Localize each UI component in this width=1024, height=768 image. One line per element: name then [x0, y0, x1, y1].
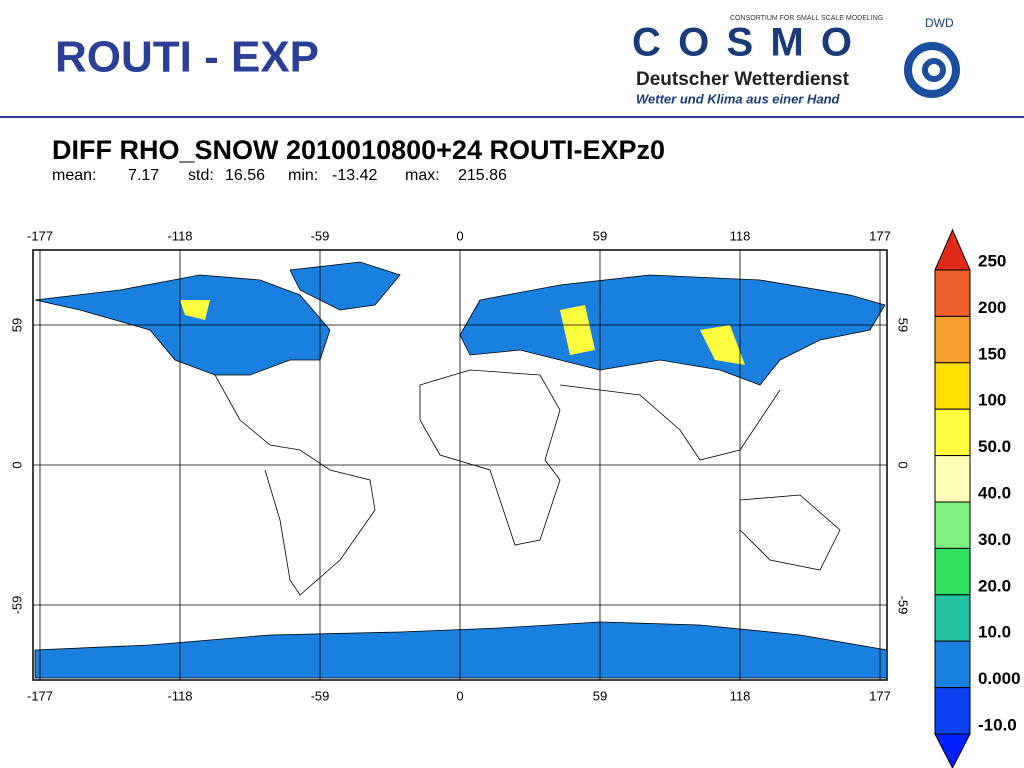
americas	[214, 374, 376, 596]
x-tick-label: 0	[456, 688, 463, 703]
africa	[419, 369, 561, 546]
y-tick-label: 59	[896, 318, 911, 332]
x-tick-label: -59	[311, 228, 330, 243]
x-tick-label: -177	[27, 228, 53, 243]
stat-label: min:	[288, 167, 318, 184]
y-tick-label: -59	[9, 596, 24, 615]
colorbar-box	[934, 455, 971, 503]
x-tick-label: 59	[593, 228, 607, 243]
stat-value: -13.42	[332, 167, 377, 184]
x-tick-label: -177	[27, 688, 53, 703]
colorbar-label: 50.0	[978, 437, 1011, 456]
stat-value: 215.86	[458, 167, 507, 184]
x-tick-label: 0	[456, 228, 463, 243]
snow-eurasia	[459, 274, 886, 386]
colorbar-arrow	[934, 733, 971, 768]
stat-label: std:	[188, 167, 214, 184]
colorbar-label: 0.000	[978, 669, 1021, 688]
colorbar-box	[934, 640, 971, 689]
stat-value: 16.56	[225, 167, 265, 184]
y-tick-label: 0	[896, 461, 911, 468]
y-tick-label: -59	[896, 596, 911, 615]
dwd-label: DWD	[925, 16, 954, 30]
dwd-name: Deutscher Wetterdienst	[636, 69, 850, 90]
slogan: Wetter und Klima aus einer Hand	[636, 91, 841, 106]
dwd-emblem	[922, 58, 946, 82]
colorbar-label: -10.0	[978, 715, 1017, 734]
x-tick-label: 177	[869, 688, 891, 703]
colorbar-box	[934, 547, 971, 596]
x-tick-label: 118	[730, 688, 751, 703]
colorbar-box	[934, 594, 971, 642]
x-tick-label: -59	[311, 688, 330, 703]
colorbar-label: 200	[978, 298, 1006, 317]
colorbar-label: 20.0	[978, 576, 1011, 595]
colorbar-label: 150	[978, 344, 1006, 363]
antarctica	[34, 621, 888, 679]
colorbar-label: 100	[978, 391, 1006, 410]
colorbar-box	[934, 269, 971, 317]
colorbar-label: 10.0	[978, 623, 1011, 642]
consortium: CONSORTIUM FOR SMALL SCALE MODELING	[730, 15, 883, 22]
colorbar-box	[934, 687, 971, 735]
y-tick-label: 0	[9, 461, 24, 468]
colorbar-box	[934, 315, 971, 364]
colorbar-box	[934, 501, 971, 549]
x-tick-label: -118	[167, 688, 192, 703]
logo: CONSORTIUM FOR SMALL SCALE MODELING COSM…	[632, 15, 960, 106]
x-tick-label: 118	[730, 228, 751, 243]
colorbar-arrow	[934, 228, 971, 271]
cosmo: COSMO	[632, 21, 852, 65]
colorbar-label: 30.0	[978, 530, 1011, 549]
stat-value: 7.17	[128, 167, 159, 184]
slide-title: ROUTI - EXP	[55, 33, 319, 82]
map-title: DIFF RHO_SNOW 2010010800+24 ROUTI-EXPz0	[52, 135, 665, 165]
colorbar-box	[934, 362, 971, 410]
x-tick-label: 59	[593, 688, 607, 703]
greenland	[289, 261, 401, 311]
dwd-emblem	[904, 42, 960, 98]
colorbar-label: 40.0	[978, 483, 1011, 502]
y-tick-label: 59	[9, 318, 24, 332]
colorbar-label: 250	[978, 251, 1006, 270]
x-tick-label: -118	[167, 228, 192, 243]
stat-label: max:	[405, 167, 440, 184]
land	[34, 261, 888, 679]
colorbar-box	[934, 408, 971, 457]
stat-label: mean:	[52, 167, 96, 184]
x-tick-label: 177	[869, 228, 891, 243]
